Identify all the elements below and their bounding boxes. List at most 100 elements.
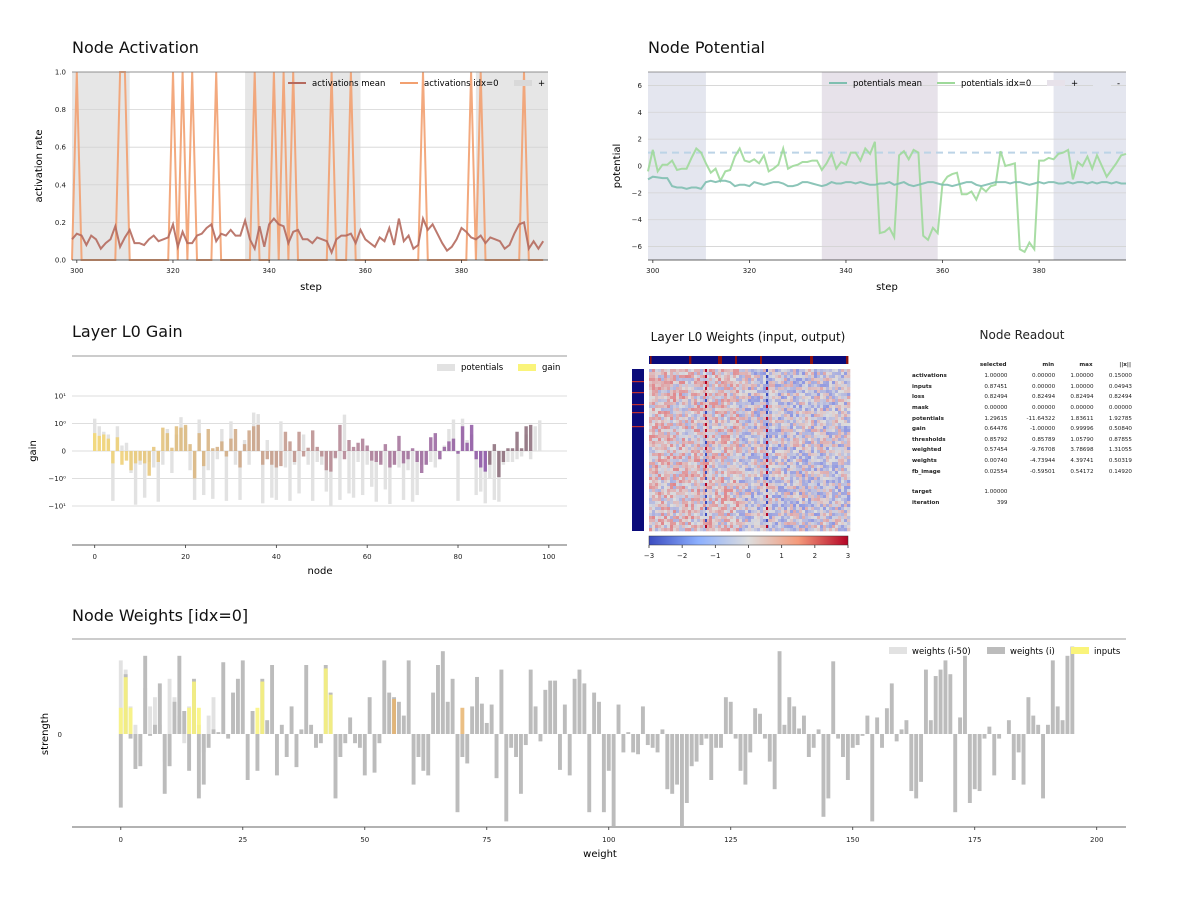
heatmap-cell <box>775 465 779 469</box>
heatmap-cell <box>835 420 839 424</box>
heatmap-cell <box>673 420 677 424</box>
heatmap-cell <box>754 432 758 436</box>
heatmap-cell <box>706 435 710 439</box>
y-tick-label: −10¹ <box>48 503 66 511</box>
readout-value: 0.02554 <box>984 468 1008 475</box>
bar-gain <box>206 429 210 451</box>
heatmap-cell <box>754 387 758 391</box>
heatmap-cell <box>820 459 824 463</box>
heatmap-cell <box>706 462 710 466</box>
heatmap-cell <box>811 453 815 457</box>
bar-gain <box>342 451 347 460</box>
heatmap-cell <box>760 396 764 400</box>
heatmap-cell <box>673 411 677 415</box>
heatmap-cell <box>799 423 803 427</box>
heatmap-cell <box>688 435 692 439</box>
heatmap-cell <box>781 489 785 493</box>
heatmap-cell <box>847 450 851 454</box>
heatmap-cell <box>772 474 776 478</box>
heatmap-cell <box>718 462 722 466</box>
heatmap-cell <box>820 378 824 382</box>
bar-weight <box>153 724 157 734</box>
heatmap-cell <box>700 396 704 400</box>
heatmap-cell <box>781 495 785 499</box>
heatmap-cell <box>808 513 812 517</box>
heatmap-cell <box>718 492 722 496</box>
heatmap-cell <box>817 378 821 382</box>
series-line-0 <box>71 215 545 256</box>
heatmap-cell <box>805 450 809 454</box>
heatmap-cell <box>832 417 836 421</box>
heatmap-cell <box>742 390 746 394</box>
heatmap-stripe <box>705 447 707 450</box>
heatmap-cell <box>826 420 830 424</box>
x-tick-label: 175 <box>968 836 981 844</box>
heatmap-cell <box>799 495 803 499</box>
heatmap-cell <box>745 498 749 502</box>
heatmap-cell <box>697 519 701 523</box>
heatmap-cell <box>667 498 671 502</box>
heatmap-cell <box>733 390 737 394</box>
heatmap-cell <box>754 459 758 463</box>
heatmap-cell <box>769 417 773 421</box>
heatmap-cell <box>814 375 818 379</box>
heatmap-cell <box>835 492 839 496</box>
heatmap-cell <box>790 471 794 475</box>
heatmap-stripe <box>766 423 768 426</box>
heatmap-cell <box>703 495 707 499</box>
bar-weight <box>875 717 880 734</box>
heatmap-cell <box>814 513 818 517</box>
heatmap-cell <box>691 516 695 520</box>
heatmap-cell <box>817 417 821 421</box>
heatmap-cell <box>691 408 695 412</box>
heatmap-cell <box>670 471 674 475</box>
heatmap-cell <box>733 465 737 469</box>
heatmap-cell <box>679 513 683 517</box>
heatmap-cell <box>775 522 779 526</box>
heatmap-cell <box>778 492 782 496</box>
bar-weight <box>933 676 938 734</box>
heatmap-cell <box>736 414 740 418</box>
heatmap-cell <box>682 468 686 472</box>
heatmap-cell <box>838 375 842 379</box>
heatmap-cell <box>667 393 671 397</box>
heatmap-cell <box>706 411 710 415</box>
heatmap-cell <box>706 450 710 454</box>
colorbar-tick-label: −1 <box>710 552 720 560</box>
bar-weight <box>1055 706 1060 734</box>
bar-gain <box>510 448 515 451</box>
heatmap-cell <box>658 483 662 487</box>
heatmap-cell <box>784 489 788 493</box>
bar-potential <box>310 451 315 501</box>
heatmap-cell <box>799 429 803 433</box>
heatmap-cell <box>658 510 662 514</box>
heatmap-cell <box>703 411 707 415</box>
heatmap-cell <box>793 381 797 385</box>
heatmap-cell <box>667 504 671 508</box>
bar-weight <box>245 734 250 780</box>
bar-gain <box>120 451 124 465</box>
bar-weight-prev <box>118 660 123 734</box>
bar-gain <box>133 451 138 464</box>
heatmap-cell <box>790 495 794 499</box>
heatmap-cell <box>649 480 653 484</box>
heatmap-cell <box>823 369 827 373</box>
heatmap-cell <box>763 495 767 499</box>
heatmap-cell <box>844 429 848 433</box>
heatmap-cell <box>697 447 701 451</box>
heatmap-cell <box>664 504 668 508</box>
heatmap-cell <box>847 417 851 421</box>
heatmap-cell <box>838 456 842 460</box>
heatmap-cell <box>685 462 689 466</box>
heatmap-cell <box>655 432 659 436</box>
heatmap-cell <box>799 375 803 379</box>
heatmap-cell <box>829 471 833 475</box>
heatmap-cell <box>730 444 734 448</box>
heatmap-cell <box>700 462 704 466</box>
heatmap-cell <box>706 504 710 508</box>
heatmap-cell <box>691 399 695 403</box>
heatmap-cell <box>661 450 665 454</box>
heatmap-cell <box>649 468 653 472</box>
x-tick-label: 75 <box>482 836 491 844</box>
bar-potential <box>533 426 537 451</box>
